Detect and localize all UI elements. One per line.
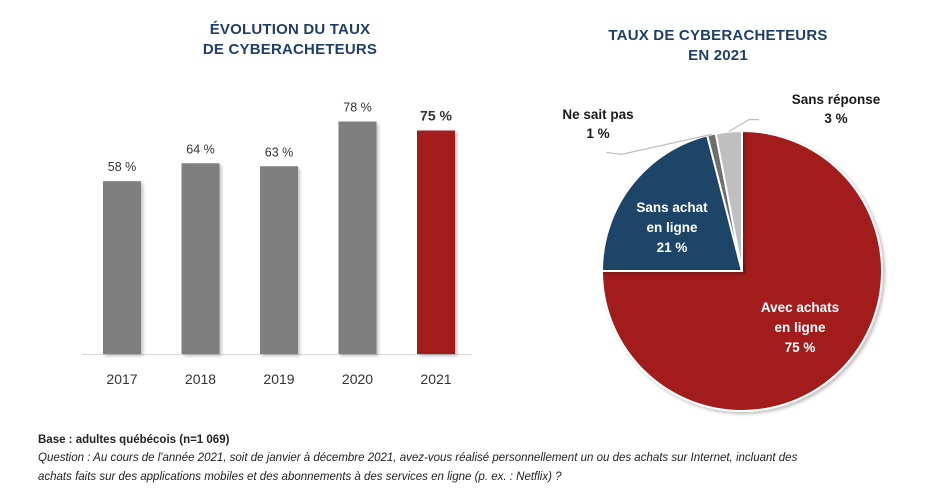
x-tick-label: 2020	[342, 371, 373, 387]
footer-base: Base : adultes québécois (n=1 069)	[38, 434, 230, 446]
pie-label-sans-reponse: Sans réponse 3 %	[792, 92, 881, 126]
bar-value-label: 63 %	[265, 145, 294, 159]
bar-chart-title-line-2: DE CYBERACHETEURS	[202, 41, 378, 58]
pie-chart-title-line-1: TAUX DE CYBERACHETEURS	[608, 27, 828, 44]
bar-2019	[260, 166, 298, 354]
pie-chart-title-line-2: EN 2021	[688, 47, 748, 64]
pie-label-avec-achats: Avec achats en ligne 75 %	[761, 300, 839, 355]
pie-label-sans-achat: Sans achat en ligne 21 %	[636, 200, 708, 255]
bar-value-label: 78 %	[343, 101, 372, 115]
bar-chart: 58 % 2017 64 % 2018 63 % 2019 78 % 2020 75 % 2021	[82, 101, 472, 387]
bar-2020	[338, 121, 377, 354]
bar-value-label: 75 %	[420, 108, 452, 124]
footer-question-line-1: Question : Au cours de l'année 2021, soi…	[38, 452, 798, 464]
bar-2021	[417, 130, 455, 354]
x-tick-label: 2021	[420, 371, 451, 387]
bar-value-label: 58 %	[108, 160, 137, 174]
bar-2018	[181, 163, 220, 354]
pie-slice-avec-achats-en-ligne	[600, 129, 883, 412]
footer-question-line-2: achats faits sur des applications mobile…	[38, 471, 562, 483]
bar-chart-title-line-1: ÉVOLUTION DU TAUX	[209, 21, 371, 38]
x-tick-label: 2019	[263, 371, 294, 387]
bar-2017	[103, 181, 141, 354]
x-tick-label: 2017	[106, 371, 137, 387]
x-tick-label: 2018	[185, 371, 216, 387]
pie-slice-sans-achat-en-ligne	[600, 134, 744, 272]
pie-chart-title: TAUX DE CYBERACHETEURS EN 2021	[588, 26, 848, 66]
bar-value-label: 64 %	[186, 142, 215, 156]
pie-chart: Avec achats en ligne 75 % Sans achat en lign…	[562, 92, 883, 412]
leader-line-sans-reponse	[728, 119, 759, 133]
pie-label-ne-sait-pas: Ne sait pas 1 %	[562, 107, 633, 141]
leader-line-ne-sait-pas	[606, 133, 712, 155]
bar-chart-title: ÉVOLUTION DU TAUX DE CYBERACHETEURS	[170, 20, 410, 60]
